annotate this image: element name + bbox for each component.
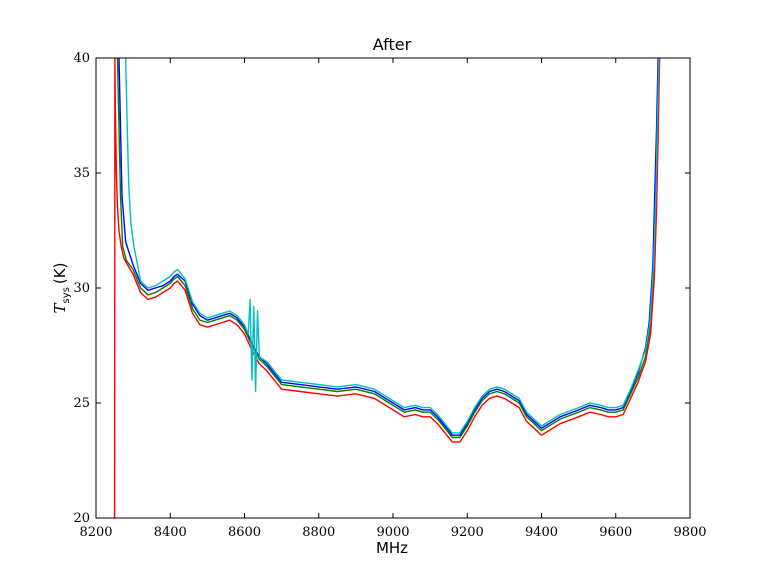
series-line-2 — [113, 58, 661, 518]
plot-frame — [95, 57, 691, 519]
x-tick-label: 8800 — [302, 525, 335, 540]
x-axis-label: MHz — [376, 539, 408, 557]
y-axis-label: Tsys (K) — [51, 263, 72, 314]
y-axis-label-subscript: sys — [61, 287, 72, 303]
x-tick-label: 9600 — [599, 525, 632, 540]
y-tick-label: 40 — [73, 51, 90, 66]
y-tick-label: 30 — [73, 281, 90, 296]
series-layer — [113, 58, 661, 518]
x-tick-label: 9200 — [451, 525, 484, 540]
x-tick-label: 9000 — [376, 525, 409, 540]
y-axis: 20 25 30 35 40 — [73, 51, 690, 526]
x-tick-label: 9800 — [673, 525, 706, 540]
series-line-0 — [118, 58, 659, 436]
y-axis-label-symbol: T — [51, 302, 69, 313]
y-tick-label: 20 — [73, 511, 90, 526]
series-line-3 — [125, 58, 660, 434]
y-tick-label: 25 — [73, 396, 90, 411]
y-axis-label-unit: (K) — [51, 263, 69, 285]
x-axis: 8200 8400 8600 8800 9000 9200 9400 9600 9800 — [79, 58, 707, 540]
y-tick-label: 35 — [73, 166, 90, 181]
x-tick-label: 8600 — [228, 525, 261, 540]
series-line-1 — [116, 58, 660, 439]
x-tick-label: 8400 — [154, 525, 187, 540]
x-tick-label: 9400 — [525, 525, 558, 540]
x-tick-label: 8200 — [79, 525, 112, 540]
chart-title: After — [373, 35, 412, 54]
